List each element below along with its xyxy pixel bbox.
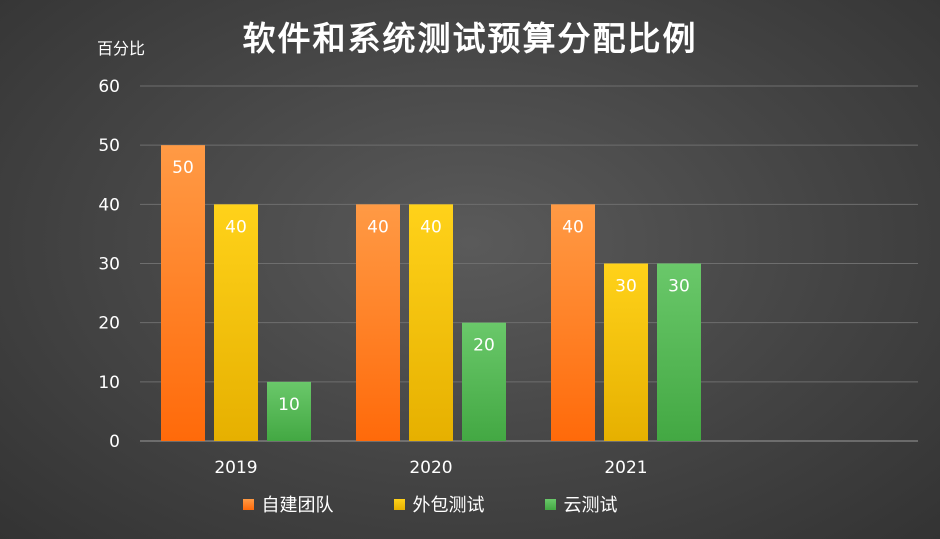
data-label: 30 bbox=[615, 277, 637, 297]
bar-2020-1 bbox=[409, 204, 453, 441]
bar-chart-plot: 0 10 20 30 40 50 60 2019 2020 2021 50 40 10 40 40 20 40… bbox=[98, 77, 918, 478]
chart-title: 软件和系统测试预算分配比例 bbox=[242, 19, 698, 58]
data-label: 40 bbox=[225, 217, 247, 237]
bars bbox=[161, 145, 701, 441]
y-axis-label: 百分比 bbox=[97, 39, 146, 58]
legend-item: 外包测试 bbox=[393, 491, 485, 517]
x-tick-label: 2019 bbox=[214, 458, 257, 478]
legend-label: 外包测试 bbox=[412, 495, 485, 516]
data-label: 40 bbox=[367, 217, 389, 237]
legend-item: 云测试 bbox=[544, 491, 618, 517]
data-label: 50 bbox=[172, 158, 194, 178]
legend-swatch bbox=[544, 498, 556, 510]
data-label: 40 bbox=[420, 217, 442, 237]
bar-2021-0 bbox=[551, 204, 595, 441]
axes: 0 10 20 30 40 50 60 2019 2020 2021 bbox=[98, 77, 918, 478]
y-tick-label: 40 bbox=[98, 195, 120, 215]
bar-2019-2 bbox=[267, 381, 311, 441]
data-label: 40 bbox=[562, 217, 584, 237]
legend-item: 自建团队 bbox=[242, 491, 334, 517]
x-tick-label: 2020 bbox=[409, 458, 452, 478]
y-tick-label: 30 bbox=[98, 255, 120, 275]
bar-2021-2 bbox=[657, 263, 701, 441]
y-tick-label: 10 bbox=[98, 373, 120, 393]
legend-label: 自建团队 bbox=[261, 495, 334, 516]
y-tick-label: 20 bbox=[98, 314, 120, 334]
legend: 自建团队 外包测试 云测试 bbox=[0, 491, 860, 517]
legend-label: 云测试 bbox=[563, 495, 618, 516]
data-label: 30 bbox=[668, 277, 690, 297]
data-label: 20 bbox=[473, 336, 495, 356]
data-labels: 50 40 10 40 40 20 40 30 30 bbox=[172, 158, 690, 415]
data-label: 10 bbox=[278, 395, 300, 415]
legend-swatch bbox=[393, 498, 405, 510]
y-tick-label: 50 bbox=[98, 136, 120, 156]
y-tick-label: 0 bbox=[109, 432, 120, 452]
x-tick-label: 2021 bbox=[604, 458, 647, 478]
legend-swatch bbox=[242, 498, 254, 510]
gridlines bbox=[140, 85, 918, 383]
bar-2020-0 bbox=[356, 204, 400, 441]
bar-2020-2 bbox=[462, 322, 506, 441]
bar-2019-1 bbox=[214, 204, 258, 441]
y-tick-label: 60 bbox=[98, 77, 120, 97]
bar-2019-0 bbox=[161, 145, 205, 441]
bar-2021-1 bbox=[604, 263, 648, 441]
